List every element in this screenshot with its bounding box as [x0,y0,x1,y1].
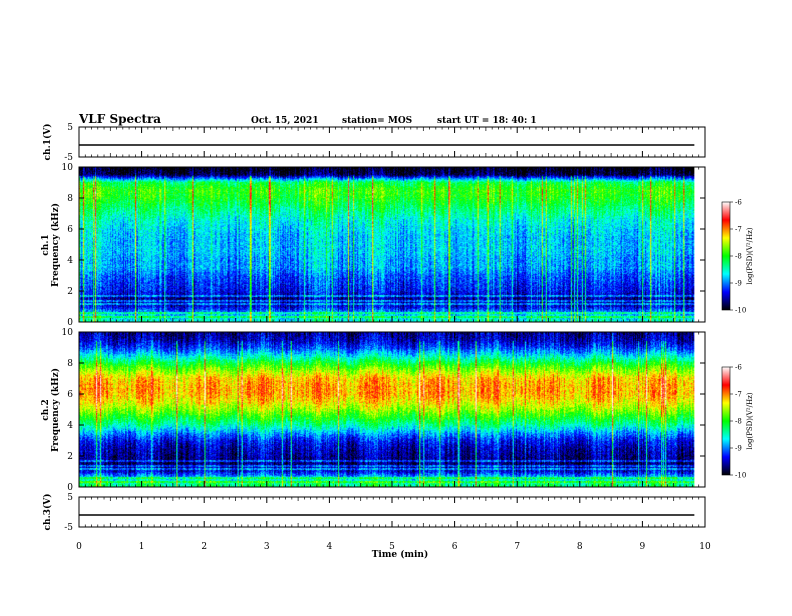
ch1-colorbar-tick-label: -8 [735,253,742,261]
ch1-colorbar-tick-label: -6 [735,199,742,207]
ch1-ytick-5: 5 [67,123,73,133]
ch1-ytick-minus5: -5 [64,153,73,163]
ch1-colorbar-tick-label: -10 [735,307,746,315]
ch2-colorbar-scale [721,366,731,476]
x-tick-label: 6 [452,542,458,552]
ch2-colorbar-label: log(PSD)(V²/Hz) [746,392,754,449]
x-tick-label: 8 [577,542,583,552]
ch1-spectrogram-ytick-label: 8 [67,194,73,204]
ch2-colorbar-tick-label: -8 [735,418,742,426]
ch1-spectrogram-ytick-label: 0 [67,318,73,328]
ch1-spectrogram-panel: 0 2 4 6 8 10 ch.1 Frequency (kHz) [41,163,706,328]
ch1-colorbar-scale [721,201,731,311]
ch2-spectrogram-ytick-label: 8 [67,359,73,369]
x-tick-label: 10 [699,542,711,552]
ch1-spectrogram-ytick-label: 10 [62,163,74,173]
ch2-colorbar-tick-label: -7 [735,391,742,399]
ch2-colorbar-tick-label: -6 [735,364,742,372]
ch1-colorbar-label: log(PSD)(V²/Hz) [746,227,754,284]
ch2-spectrogram-ytick-label: 4 [67,421,73,431]
x-axis-label: Time (min) [372,549,429,560]
ch1-waveform-ylabel: ch.1(V) [42,124,53,161]
ch1-spectrogram-ylabel-channel: ch.1 [41,234,51,255]
ch2-spectrogram-image [79,332,695,487]
ch2-spectrogram-ytick-label: 2 [67,452,73,462]
ch1-spectrogram-ytick-label: 2 [67,287,73,297]
x-tick-label: 2 [201,542,207,552]
x-tick-label: 3 [264,542,270,552]
x-tick-label: 0 [76,542,82,552]
ch1-spectrogram-yticks: 0 2 4 6 8 10 [62,163,705,328]
ch1-colorbar-tick-label: -9 [735,280,742,288]
ch3-waveform-ylabel: ch.3(V) [42,494,53,531]
x-tick-label: 1 [139,542,145,552]
ch2-spectrogram-panel: 0 2 4 6 8 10 ch.2 Frequency (kHz) [41,328,706,493]
ch2-colorbar-tick-label: -10 [735,472,746,480]
ch2-spectrogram-ylabel-frequency: Frequency (kHz) [50,368,61,452]
ch3-ytick-minus5: -5 [64,523,73,533]
date-label: Oct. 15, 2021 [251,116,319,126]
ch2-spectrogram-ylabel-channel: ch.2 [41,399,51,420]
x-tick-label: 5 [389,542,395,552]
ch1-spectrogram-ytick-label: 6 [67,225,73,235]
x-tick-label: 4 [327,542,333,552]
time-axis-ticks [78,127,706,527]
x-tick-label: 7 [514,542,520,552]
station-label: station= MOS [342,116,412,126]
ch1-colorbar-tick-label: -7 [735,226,742,234]
x-tick-label: 9 [640,542,646,552]
ch1-colorbar: -6 -7 -8 -9 -10 log(PSD)(V²/Hz) [721,199,754,315]
start-time-label: start UT = 18: 40: 1 [437,116,537,126]
ch1-spectrogram-ytick-label: 4 [67,256,73,266]
ch1-spectrogram-ylabel-frequency: Frequency (kHz) [50,203,61,287]
ch2-spectrogram-ytick-label: 10 [62,328,74,338]
ch3-ytick-5: 5 [67,493,73,503]
ch2-spectrogram-yticks: 0 2 4 6 8 10 [62,328,705,493]
ch1-spectrogram-image [79,167,695,322]
x-axis-tick-labels: 0 1 2 3 4 5 6 7 8 9 10 [76,542,711,552]
figure-title: VLF Spectra [78,112,161,126]
ch2-spectrogram-ytick-label: 0 [67,483,73,493]
ch2-colorbar-tick-label: -9 [735,445,742,453]
ch2-spectrogram-ytick-label: 6 [67,390,73,400]
ch2-colorbar: -6 -7 -8 -9 -10 log(PSD)(V²/Hz) [721,364,754,480]
